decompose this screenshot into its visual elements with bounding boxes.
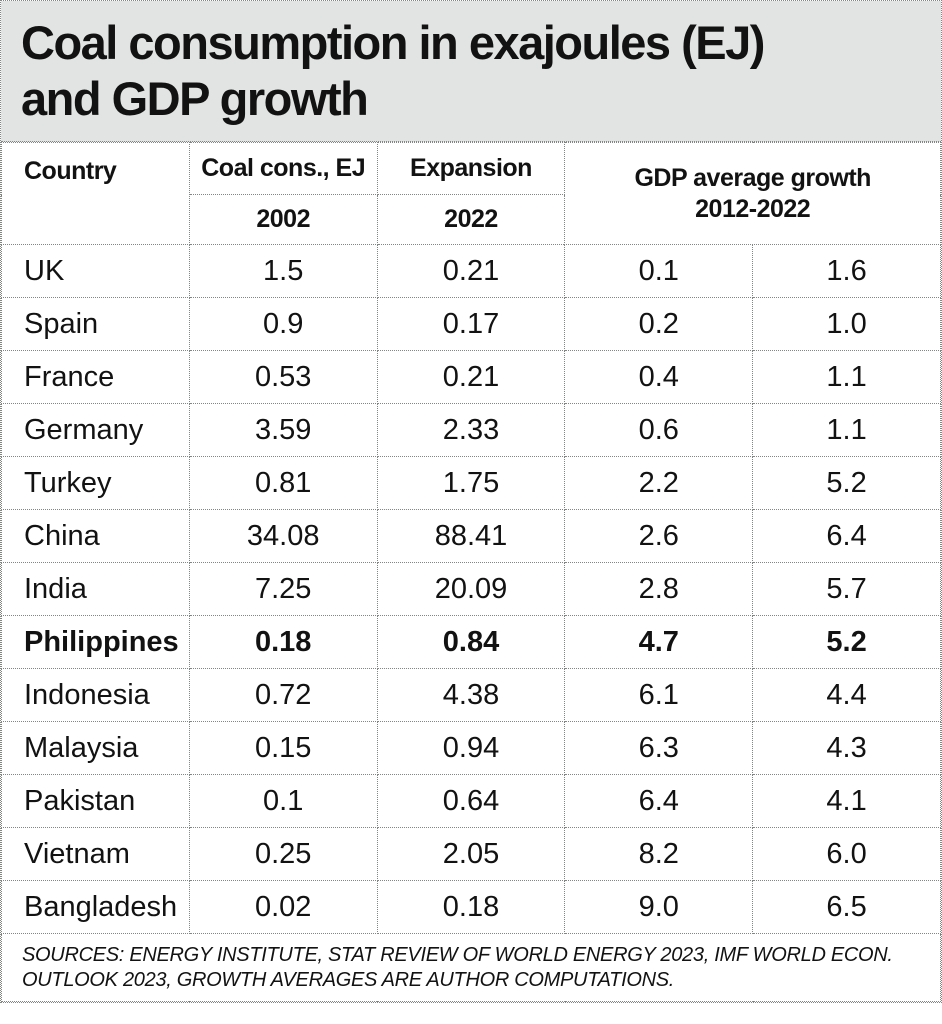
table-row: Indonesia 0.72 4.38 6.1 4.4: [1, 668, 941, 722]
gdp-growth-a-cell: 0.2: [564, 297, 754, 351]
infographic-panel: Coal consumption in exajoules (EJ) and G…: [0, 0, 942, 1003]
gdp-growth-a-cell: 0.4: [564, 350, 754, 404]
table-row: Malaysia 0.15 0.94 6.3 4.3: [1, 721, 941, 775]
gdp-growth-a-cell: 8.2: [564, 827, 754, 881]
gdp-growth-a-cell: 0.6: [564, 403, 754, 457]
coal-2002-cell: 0.25: [188, 827, 378, 881]
table-row: Bangladesh 0.02 0.18 9.0 6.5: [1, 880, 941, 934]
country-cell: Bangladesh: [1, 880, 190, 934]
table-row: India 7.25 20.09 2.8 5.7: [1, 562, 941, 616]
gdp-growth-a-cell: 2.8: [564, 562, 754, 616]
page-title-line-2: and GDP growth: [21, 72, 369, 125]
coal-2002-cell: 0.72: [188, 668, 378, 722]
sources-note: SOURCES: ENERGY INSTITUTE, STAT REVIEW O…: [1, 933, 941, 1002]
coal-2022-cell: 0.17: [376, 297, 566, 351]
gdp-header-period: 2012-2022: [695, 194, 811, 223]
table-row: Germany 3.59 2.33 0.6 1.1: [1, 403, 941, 457]
table-row: Spain 0.9 0.17 0.2 1.0: [1, 297, 941, 351]
coal-2022-cell: 2.05: [376, 827, 566, 881]
table-row: Turkey 0.81 1.75 2.2 5.2: [1, 456, 941, 510]
coal-2022-cell: 88.41: [376, 509, 566, 563]
gdp-growth-a-cell: 9.0: [564, 880, 754, 934]
page-title-line-1: Coal consumption in exajoules (EJ): [21, 16, 765, 69]
country-cell: Pakistan: [1, 774, 190, 828]
gdp-growth-a-cell: 2.2: [564, 456, 754, 510]
table-row: France 0.53 0.21 0.4 1.1: [1, 350, 941, 404]
coal-2002-cell: 1.5: [188, 244, 378, 298]
gdp-growth-b-cell: 1.1: [752, 403, 941, 457]
coal-2022-cell: 4.38: [376, 668, 566, 722]
data-table: Country Coal cons., EJ Expansion GDP ave…: [1, 142, 941, 1002]
gdp-growth-a-cell: 4.7: [564, 615, 754, 669]
gdp-growth-a-cell: 6.4: [564, 774, 754, 828]
column-header-gdp-growth: GDP average growth 2012-2022: [564, 142, 941, 245]
gdp-growth-b-cell: 4.4: [752, 668, 941, 722]
country-cell: Turkey: [1, 456, 190, 510]
gdp-growth-b-cell: 4.1: [752, 774, 941, 828]
country-cell: France: [1, 350, 190, 404]
title-band: Coal consumption in exajoules (EJ) and G…: [1, 1, 941, 142]
gdp-growth-b-cell: 1.6: [752, 244, 941, 298]
coal-2022-cell: 20.09: [376, 562, 566, 616]
gdp-growth-b-cell: 6.0: [752, 827, 941, 881]
country-cell: India: [1, 562, 190, 616]
coal-2022-cell: 0.64: [376, 774, 566, 828]
gdp-growth-b-cell: 5.2: [752, 615, 941, 669]
coal-2022-cell: 0.21: [376, 244, 566, 298]
column-header-expansion: Expansion: [376, 142, 566, 195]
column-header-country: Country: [1, 142, 190, 245]
country-cell: UK: [1, 244, 190, 298]
column-header-year-2002: 2002: [188, 194, 378, 245]
gdp-growth-a-cell: 6.3: [564, 721, 754, 775]
gdp-growth-b-cell: 6.5: [752, 880, 941, 934]
column-header-coal-cons: Coal cons., EJ: [188, 142, 378, 195]
coal-2022-cell: 2.33: [376, 403, 566, 457]
coal-2002-cell: 7.25: [188, 562, 378, 616]
gdp-growth-a-cell: 6.1: [564, 668, 754, 722]
table-row: UK 1.5 0.21 0.1 1.6: [1, 244, 941, 298]
country-cell: Spain: [1, 297, 190, 351]
coal-2002-cell: 34.08: [188, 509, 378, 563]
coal-2002-cell: 0.81: [188, 456, 378, 510]
gdp-growth-b-cell: 6.4: [752, 509, 941, 563]
gdp-growth-b-cell: 5.2: [752, 456, 941, 510]
table-body: UK 1.5 0.21 0.1 1.6 Spain 0.9 0.17 0.2 1.0 France 0…: [1, 244, 941, 934]
coal-2002-cell: 0.02: [188, 880, 378, 934]
country-cell: Philippines: [1, 615, 190, 669]
country-cell: China: [1, 509, 190, 563]
country-cell: Indonesia: [1, 668, 190, 722]
table-row: China 34.08 88.41 2.6 6.4: [1, 509, 941, 563]
coal-2022-cell: 0.94: [376, 721, 566, 775]
coal-2022-cell: 0.21: [376, 350, 566, 404]
country-cell: Vietnam: [1, 827, 190, 881]
gdp-growth-b-cell: 1.1: [752, 350, 941, 404]
coal-2022-cell: 1.75: [376, 456, 566, 510]
coal-2002-cell: 0.1: [188, 774, 378, 828]
coal-2002-cell: 3.59: [188, 403, 378, 457]
gdp-growth-a-cell: 2.6: [564, 509, 754, 563]
table-footer: SOURCES: ENERGY INSTITUTE, STAT REVIEW O…: [1, 933, 941, 1002]
coal-2022-cell: 0.18: [376, 880, 566, 934]
gdp-header-label: GDP average growth: [634, 163, 871, 192]
coal-2002-cell: 0.15: [188, 721, 378, 775]
country-cell: Germany: [1, 403, 190, 457]
coal-2002-cell: 0.53: [188, 350, 378, 404]
gdp-growth-b-cell: 4.3: [752, 721, 941, 775]
table-row: Vietnam 0.25 2.05 8.2 6.0: [1, 827, 941, 881]
column-header-year-2022: 2022: [376, 194, 566, 245]
coal-2002-cell: 0.9: [188, 297, 378, 351]
table-row: Pakistan 0.1 0.64 6.4 4.1: [1, 774, 941, 828]
table-header: Country Coal cons., EJ Expansion GDP ave…: [1, 142, 941, 245]
country-cell: Malaysia: [1, 721, 190, 775]
gdp-growth-b-cell: 1.0: [752, 297, 941, 351]
gdp-growth-b-cell: 5.7: [752, 562, 941, 616]
table-row: Philippines 0.18 0.84 4.7 5.2: [1, 615, 941, 669]
coal-2002-cell: 0.18: [188, 615, 378, 669]
gdp-growth-a-cell: 0.1: [564, 244, 754, 298]
coal-2022-cell: 0.84: [376, 615, 566, 669]
